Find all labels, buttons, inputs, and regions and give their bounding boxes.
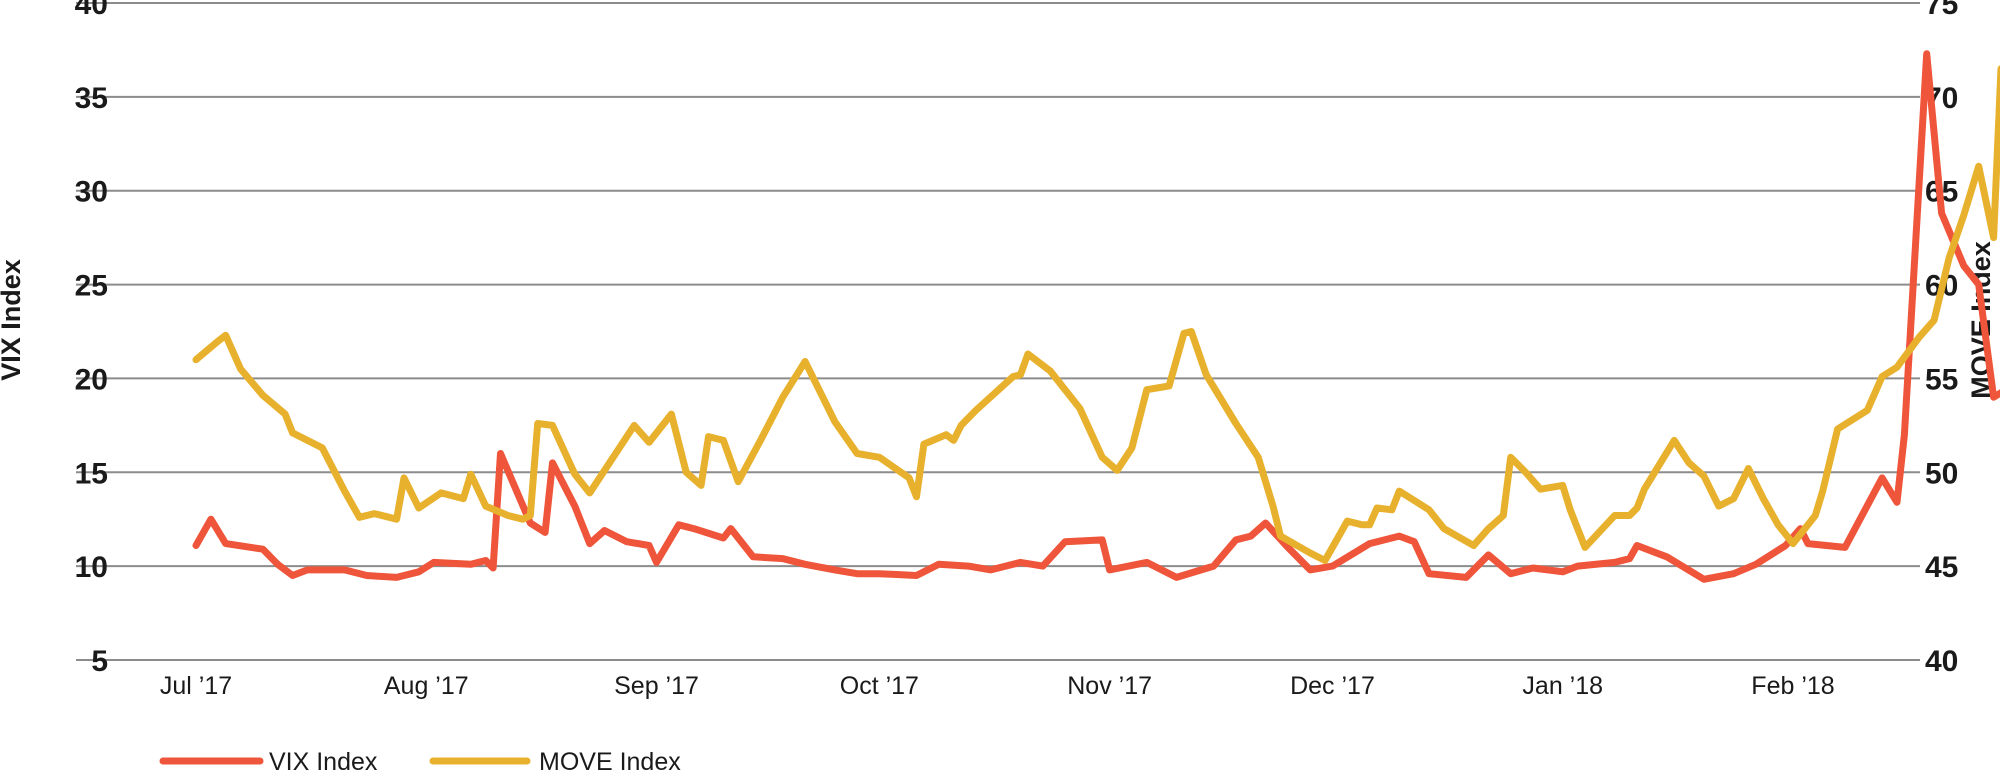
- left-tick-label: 35: [75, 82, 108, 115]
- right-tick-label: 45: [1925, 551, 1958, 584]
- left-tick-label: 15: [75, 457, 108, 490]
- right-tick-label: 50: [1925, 457, 1958, 490]
- left-tick-label: 30: [75, 176, 108, 209]
- left-tick-label: 10: [75, 551, 108, 584]
- series-lines: [192, 50, 2000, 583]
- legend-item-move: MOVE Index: [429, 748, 681, 771]
- legend-label-move: MOVE Index: [539, 748, 681, 771]
- left-tick-label: 5: [91, 645, 108, 678]
- gridlines: [76, 2, 1920, 661]
- x-axis-ticks: Jul ’17 Aug ’17 Sep ’17 Oct ’17 Nov ’17 Dec ’…: [160, 672, 1835, 700]
- left-tick-label: 25: [75, 270, 108, 303]
- x-tick-label: Sep ’17: [614, 672, 699, 700]
- x-tick-label: Aug ’17: [384, 672, 469, 700]
- x-tick-label: Dec ’17: [1290, 672, 1375, 700]
- x-tick-label: Jan ’18: [1522, 672, 1603, 700]
- left-tick-label: 20: [75, 363, 108, 396]
- right-tick-label: 75: [1925, 0, 1958, 21]
- left-axis-ticks: 5 10 15 20 25 30 35 40: [75, 0, 108, 678]
- x-tick-label: Nov ’17: [1067, 672, 1152, 700]
- x-tick-label: Feb ’18: [1751, 672, 1834, 700]
- x-tick-label: Oct ’17: [840, 672, 919, 700]
- x-tick-label: Jul ’17: [160, 672, 232, 700]
- series-line-move: [192, 65, 2000, 564]
- legend-label-vix: VIX Index: [269, 748, 378, 771]
- right-tick-label: 55: [1925, 363, 1958, 396]
- legend-item-vix: VIX Index: [159, 748, 378, 771]
- left-axis-title: VIX Index: [0, 259, 26, 381]
- legend: VIX Index MOVE Index: [159, 748, 681, 771]
- right-tick-label: 40: [1925, 645, 1958, 678]
- left-tick-label: 40: [75, 0, 108, 21]
